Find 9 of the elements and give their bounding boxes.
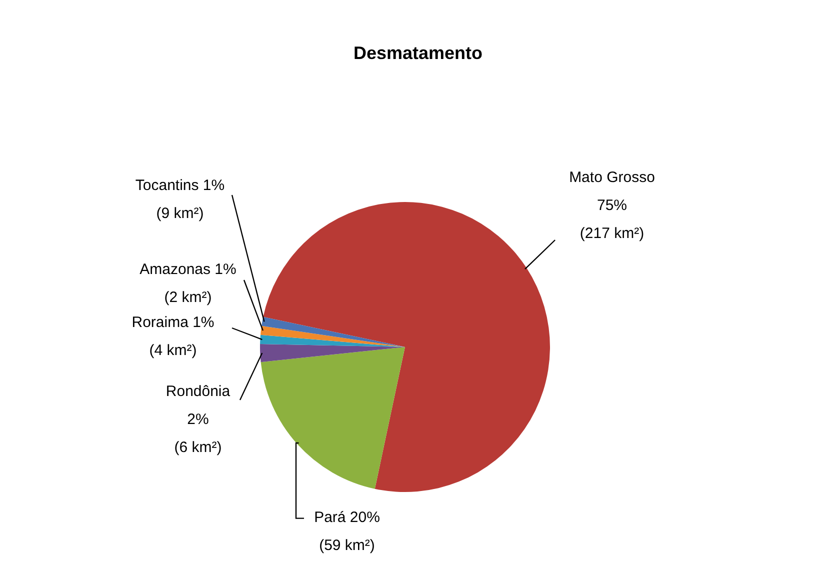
slice-label: Rondônia [166,383,231,400]
slice-label: Pará 20% (59 km²) [314,509,380,554]
chart-title: Desmatamento [353,42,483,63]
slice-label: Mato Grosso [569,169,655,186]
slice-label: Amazonas 1% (2 km²) [140,261,236,306]
data-label: 2% (6 km²) [174,411,222,456]
slice-label: Tocantins 1% (9 km²) [135,177,225,222]
slice-label: Roraima 1% (4 km²) [132,314,214,360]
data-label: 75% (217 km²) [580,197,644,242]
